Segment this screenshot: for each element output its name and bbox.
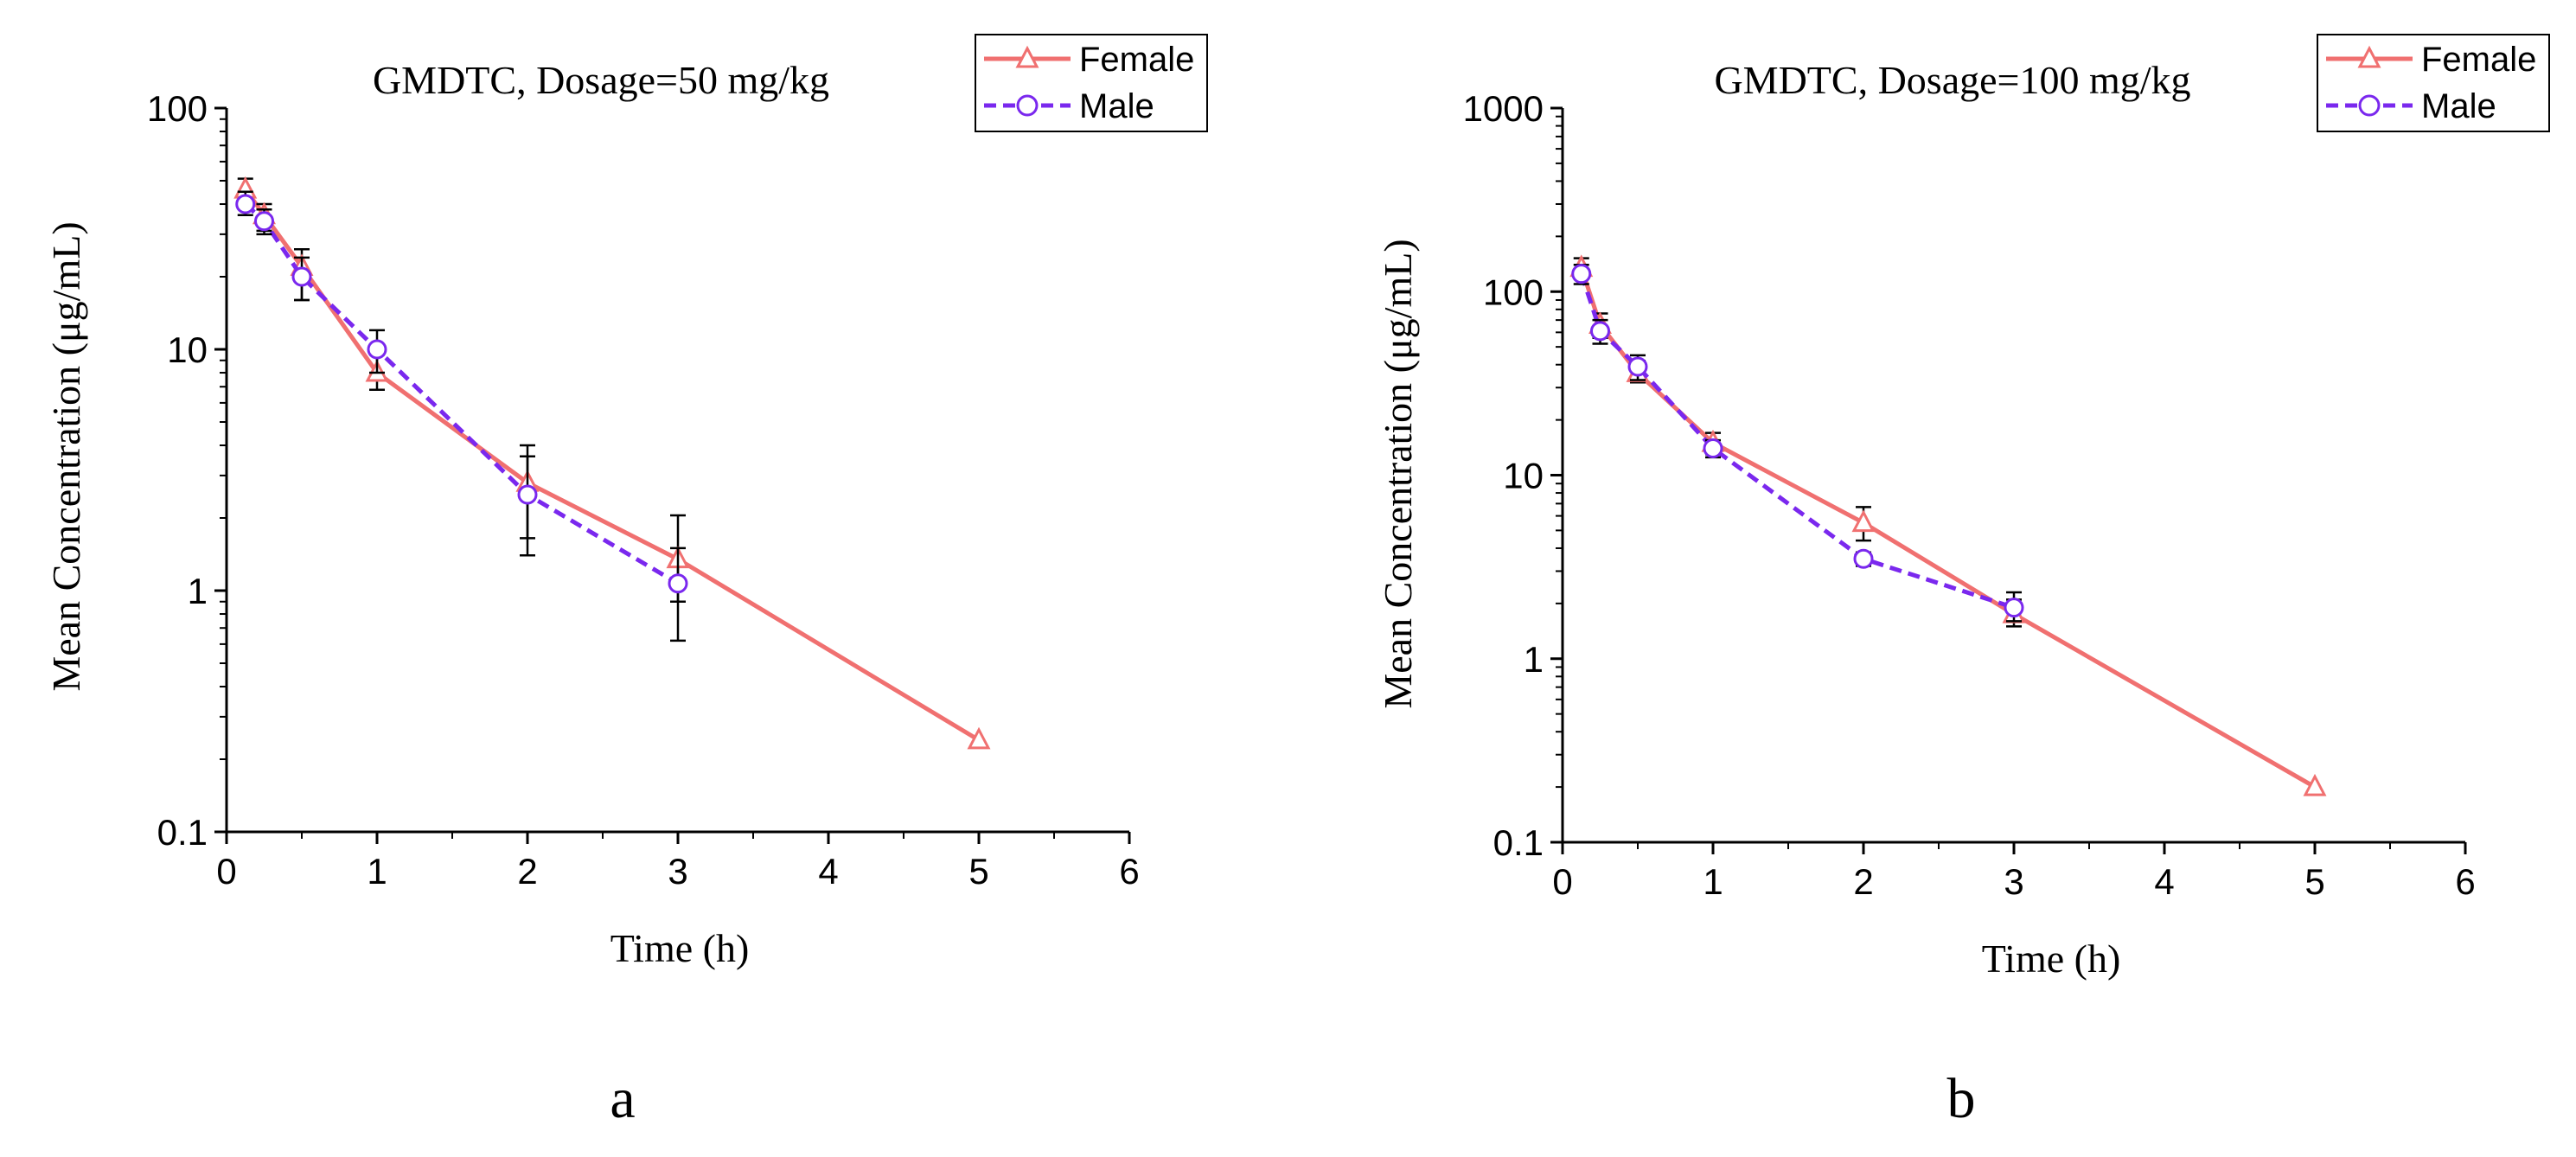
y-tick-label-b: 10: [1503, 456, 1544, 496]
legend-male-label-a: Male: [1079, 87, 1154, 125]
male-marker-point-a: [517, 484, 538, 505]
y-tick-label-a: 10: [167, 329, 208, 370]
y-axis-title-a: Mean Concentration (μg/mL): [44, 221, 88, 691]
plot-area-b: 0 1 2 3 4 5 6 0.1 1 10 100 1000: [1463, 88, 2476, 902]
y-axis-title-b: Mean Concentration (μg/mL): [1376, 239, 1420, 708]
y-tick-label-b: 100: [1483, 272, 1544, 312]
x-tick-label-b: 1: [1703, 861, 1723, 902]
x-tick-label-b: 5: [2304, 861, 2324, 902]
legend-male-marker-b: [2358, 94, 2381, 117]
y-tick-label-b: 1000: [1463, 88, 1544, 129]
legend-male-label-b: Male: [2421, 87, 2496, 125]
y-tick-label-a: 1: [188, 571, 208, 611]
legend-box-b: [2317, 34, 2550, 132]
x-tick-label-b: 4: [2154, 861, 2174, 902]
legend-female-label-b: Female: [2421, 41, 2536, 79]
x-tick-label-b: 0: [1552, 861, 1572, 902]
x-tick-label-a: 4: [818, 851, 838, 892]
x-tick-label-b: 2: [1853, 861, 1873, 902]
male-marker-point-b: [1571, 264, 1592, 284]
x-axis-title-a: Time (h): [610, 926, 750, 970]
x-tick-label-a: 6: [1119, 851, 1139, 892]
panel-label-b: b: [1947, 1067, 1976, 1130]
female-marker-point-b: [2303, 773, 2327, 796]
x-tick-label-a: 5: [968, 851, 988, 892]
x-tick-label-a: 0: [216, 851, 236, 892]
x-tick-label-b: 3: [2004, 861, 2023, 902]
chart-title-a: GMDTC, Dosage=50 mg/kg: [373, 58, 829, 102]
legend-box-a: [975, 34, 1208, 132]
male-marker-point-b: [1627, 356, 1648, 377]
female-marker-point-a: [967, 726, 991, 750]
male-marker-point-b: [1590, 321, 1610, 342]
panel-label-a: a: [610, 1067, 635, 1130]
female-marker-point-b: [1851, 509, 1876, 533]
legend-female-label-a: Female: [1079, 41, 1194, 79]
male-marker-point-a: [367, 339, 387, 360]
x-axis-title-b: Time (h): [1982, 936, 2121, 981]
male-marker-point-b: [1703, 438, 1723, 458]
y-tick-label-b: 1: [1524, 639, 1544, 680]
y-tick-label-a: 0.1: [157, 812, 208, 853]
female-series-line-b: [1579, 266, 2317, 789]
x-tick-label-b: 6: [2455, 861, 2475, 902]
male-marker-point-a: [291, 266, 312, 287]
chart-panel-b: GMDTC, Dosage=100 mg/kg Time (h) Mean Co…: [1376, 34, 2550, 1130]
male-marker-point-a: [254, 211, 274, 232]
male-series-line-b: [1579, 272, 2015, 610]
x-tick-label-a: 1: [367, 851, 387, 892]
legend-male-marker-a: [1016, 94, 1039, 117]
male-marker-point-a: [235, 194, 256, 214]
male-marker-point-a: [668, 573, 688, 594]
male-marker-point-b: [1853, 548, 1874, 569]
female-series-line-a: [243, 188, 981, 743]
chart-title-b: GMDTC, Dosage=100 mg/kg: [1714, 58, 2190, 102]
legend-female-marker-b: [2357, 45, 2381, 68]
legend-female-marker-a: [1015, 45, 1039, 68]
male-marker-point-b: [2004, 598, 2024, 618]
legend-a: Female Male: [975, 34, 1208, 132]
legend-b: Female Male: [2317, 34, 2550, 132]
chart-panel-a: GMDTC, Dosage=50 mg/kg Time (h) Mean Con…: [44, 34, 1208, 1130]
plot-area-a: 0 1 2 3 4 5 6 0.1 1 10 100: [147, 88, 1140, 892]
x-tick-label-a: 2: [517, 851, 537, 892]
y-tick-label-b: 0.1: [1493, 822, 1544, 863]
x-tick-label-a: 3: [668, 851, 687, 892]
y-tick-label-a: 100: [147, 88, 208, 129]
